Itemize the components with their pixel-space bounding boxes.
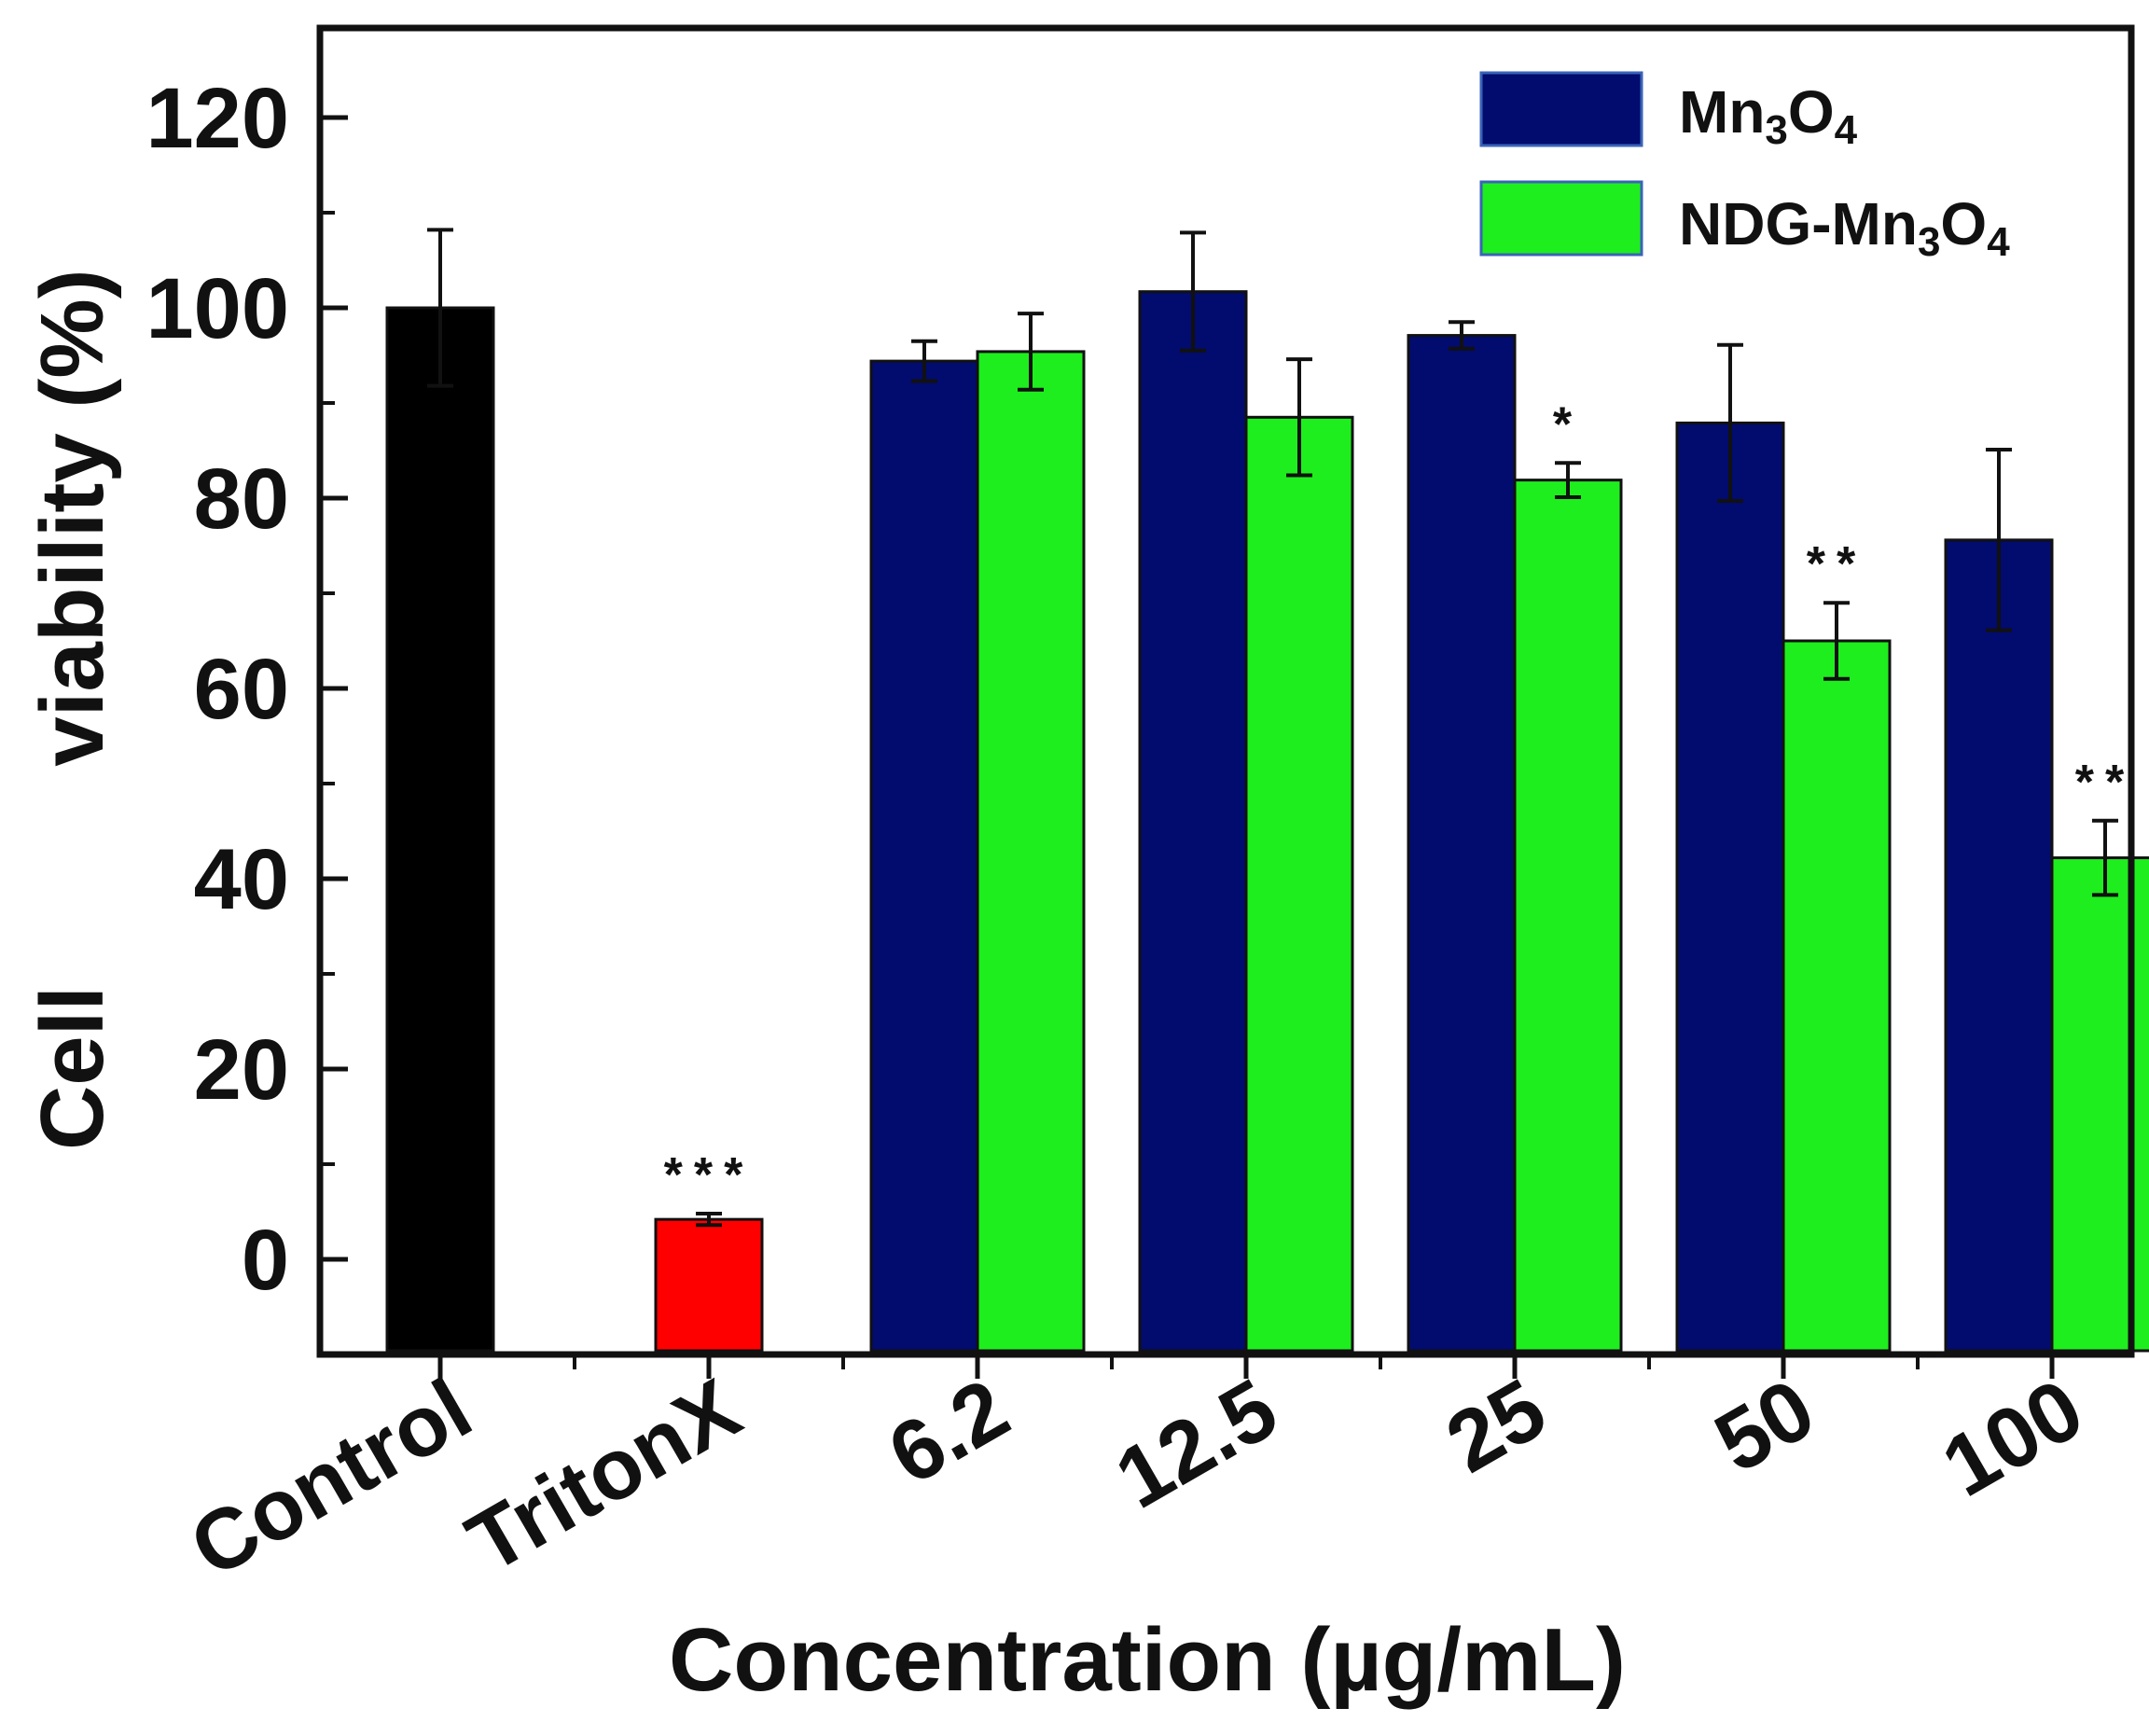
- legend-swatch-mn3o4: [1479, 71, 1643, 147]
- bar-control-bar: [385, 306, 495, 1353]
- y-axis-ticks: 0 20 40 60 80 100 120: [146, 71, 348, 1308]
- x-tick-label: 6.2: [873, 1361, 1024, 1503]
- bar-tritonx-bar: [654, 1217, 764, 1353]
- y-tick-label: 100: [146, 261, 290, 356]
- error-bars-layer: [427, 228, 2118, 1228]
- x-axis-title: Concentration (µg/mL): [669, 1610, 1626, 1710]
- bar-ndg-mn3o4-50-significance: **: [1807, 537, 1866, 591]
- y-tick-label: 60: [194, 642, 289, 737]
- y-tick-label: 120: [146, 71, 290, 166]
- y-tick-label: 20: [194, 1022, 289, 1118]
- legend: Mn3O4 NDG-Mn3O4: [1479, 71, 2010, 265]
- bar-ndg-mn3o4-50-bar: [1782, 639, 1892, 1353]
- bar-mn3o4-12-5-bar: [1138, 290, 1248, 1353]
- y-tick-label: 80: [194, 451, 289, 547]
- bar-mn3o4-50-bar: [1675, 421, 1785, 1353]
- bar-mn3o4-100-bar: [1944, 538, 2054, 1353]
- x-tick-label: 12.5: [1101, 1361, 1293, 1527]
- significance-layer: ********: [664, 397, 2135, 1202]
- y-axis-title-viability: viability (%): [22, 269, 122, 766]
- bar-ndg-mn3o4-25-bar: [1513, 479, 1623, 1353]
- x-tick-label: 50: [1699, 1361, 1830, 1492]
- legend-swatch-ndg-mn3o4: [1479, 180, 1643, 257]
- y-tick-label: 40: [194, 832, 289, 927]
- bar-mn3o4-6-2-bar: [869, 359, 979, 1353]
- bar-tritonx-significance: ***: [664, 1148, 755, 1202]
- y-tick-label: 0: [242, 1213, 289, 1308]
- x-tick-label: 100: [1927, 1361, 2099, 1515]
- bars-layer: [385, 290, 2149, 1353]
- x-tick-label: 25: [1431, 1361, 1561, 1492]
- legend-label-ndg-mn3o4: NDG-Mn3O4: [1679, 190, 2010, 265]
- x-tick-label: Control: [175, 1361, 487, 1596]
- y-axis-title-cell: Cell: [22, 986, 122, 1150]
- bar-ndg-mn3o4-25-significance: *: [1553, 397, 1583, 451]
- plot-frame: [316, 24, 2135, 1358]
- bar-ndg-mn3o4-12-5-bar: [1244, 415, 1354, 1353]
- bar-ndg-mn3o4-6-2-bar: [976, 350, 1086, 1353]
- bar-ndg-mn3o4-100-significance: **: [2075, 756, 2135, 810]
- bar-mn3o4-25-bar: [1407, 334, 1517, 1353]
- legend-label-mn3o4: Mn3O4: [1679, 78, 1858, 153]
- x-tick-label: TritonX: [452, 1361, 756, 1591]
